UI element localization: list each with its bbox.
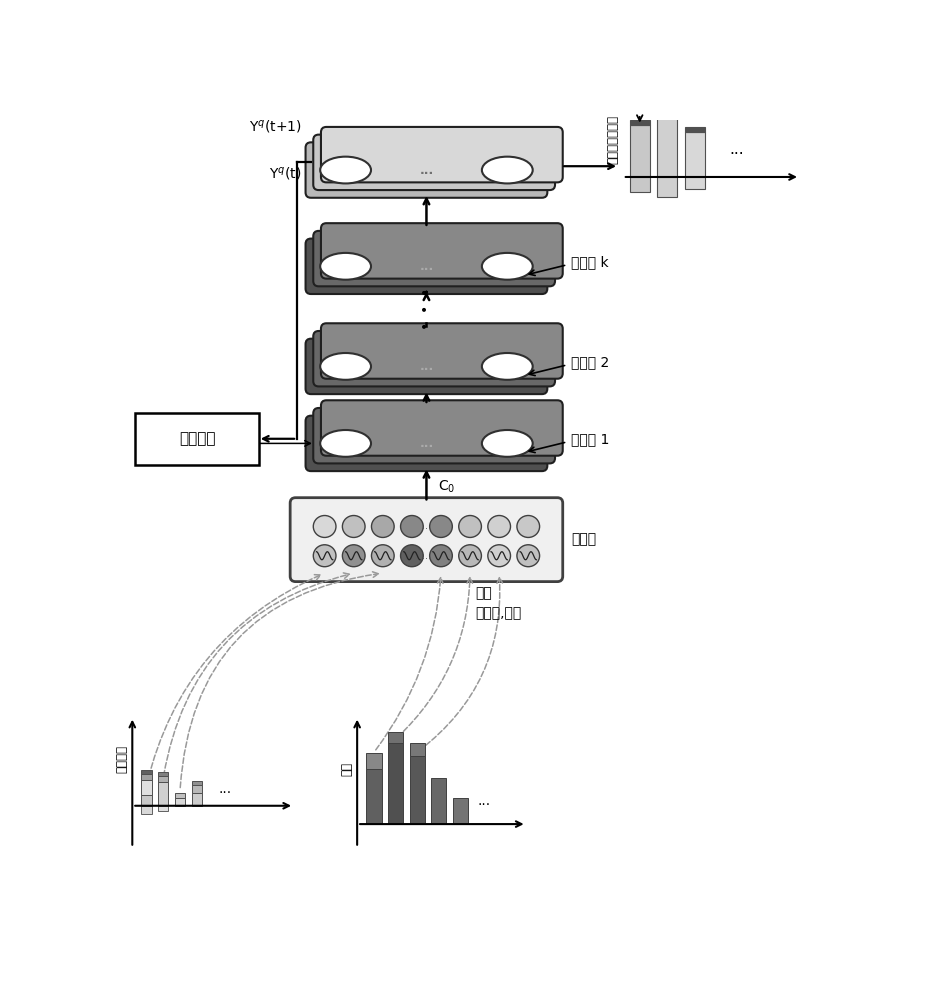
Ellipse shape bbox=[342, 545, 365, 567]
Bar bbox=[158, 772, 168, 776]
Text: •  •  •: • • • bbox=[419, 288, 433, 330]
Ellipse shape bbox=[482, 253, 532, 280]
FancyBboxPatch shape bbox=[320, 223, 562, 279]
Bar bbox=[141, 795, 151, 806]
Bar bbox=[629, 125, 649, 177]
Ellipse shape bbox=[458, 516, 481, 537]
Ellipse shape bbox=[482, 430, 532, 457]
Text: Y$^q$(t+1): Y$^q$(t+1) bbox=[249, 118, 302, 135]
Text: 隐藏层 k: 隐藏层 k bbox=[571, 255, 608, 269]
FancyBboxPatch shape bbox=[313, 231, 554, 286]
Bar bbox=[452, 798, 468, 824]
Bar bbox=[141, 774, 151, 780]
Bar bbox=[158, 776, 168, 782]
Bar bbox=[388, 743, 403, 824]
Bar bbox=[685, 132, 704, 177]
Ellipse shape bbox=[458, 545, 481, 567]
Text: 隐藏层 2: 隐藏层 2 bbox=[571, 356, 609, 370]
Text: 无功功率: 无功功率 bbox=[116, 745, 129, 773]
Ellipse shape bbox=[313, 545, 336, 567]
Bar bbox=[657, 111, 677, 116]
FancyBboxPatch shape bbox=[135, 413, 259, 465]
FancyBboxPatch shape bbox=[290, 498, 562, 582]
FancyBboxPatch shape bbox=[313, 408, 554, 463]
Text: 时间: 时间 bbox=[475, 586, 492, 600]
Text: 无功层敏感系数: 无功层敏感系数 bbox=[606, 115, 619, 164]
Text: C$_0$: C$_0$ bbox=[437, 479, 455, 495]
Bar bbox=[174, 798, 186, 806]
Text: 隐藏层 1: 隐藏层 1 bbox=[571, 433, 609, 447]
Text: ...: ... bbox=[728, 142, 743, 157]
Bar bbox=[685, 127, 704, 132]
Ellipse shape bbox=[487, 545, 510, 567]
Bar bbox=[629, 120, 649, 125]
Bar bbox=[366, 769, 381, 824]
Text: ...: ... bbox=[477, 794, 490, 808]
Bar bbox=[409, 756, 424, 824]
FancyBboxPatch shape bbox=[305, 239, 547, 294]
Bar bbox=[685, 177, 704, 189]
Ellipse shape bbox=[320, 430, 370, 457]
Bar bbox=[657, 116, 677, 177]
Text: 电压: 电压 bbox=[341, 762, 354, 776]
Text: Y$^q$(t): Y$^q$(t) bbox=[269, 165, 302, 182]
Bar bbox=[158, 806, 168, 811]
Bar bbox=[141, 770, 151, 774]
Ellipse shape bbox=[516, 545, 539, 567]
FancyBboxPatch shape bbox=[305, 339, 547, 394]
FancyBboxPatch shape bbox=[313, 135, 554, 190]
Text: 权重优化: 权重优化 bbox=[179, 431, 215, 446]
Ellipse shape bbox=[516, 516, 539, 537]
Text: ...: ... bbox=[421, 521, 431, 531]
Bar bbox=[629, 177, 649, 192]
Ellipse shape bbox=[371, 545, 393, 567]
Bar bbox=[141, 806, 151, 814]
Ellipse shape bbox=[429, 516, 452, 537]
FancyBboxPatch shape bbox=[320, 400, 562, 456]
FancyBboxPatch shape bbox=[305, 416, 547, 471]
Ellipse shape bbox=[342, 516, 365, 537]
Ellipse shape bbox=[320, 253, 370, 280]
Text: ...: ... bbox=[419, 437, 433, 450]
Ellipse shape bbox=[320, 157, 370, 183]
Bar bbox=[191, 785, 202, 793]
Text: ...: ... bbox=[419, 164, 433, 177]
Text: 输入层: 输入层 bbox=[571, 533, 596, 547]
Ellipse shape bbox=[320, 353, 370, 380]
Ellipse shape bbox=[487, 516, 510, 537]
Bar bbox=[366, 753, 381, 769]
FancyBboxPatch shape bbox=[305, 142, 547, 198]
Text: ...: ... bbox=[421, 551, 431, 561]
Ellipse shape bbox=[400, 545, 423, 567]
FancyBboxPatch shape bbox=[320, 323, 562, 379]
Text: ｛小时,天｝: ｛小时,天｝ bbox=[475, 606, 522, 620]
Bar bbox=[174, 793, 186, 798]
Bar bbox=[409, 743, 424, 756]
Text: ...: ... bbox=[419, 360, 433, 373]
Bar bbox=[388, 732, 403, 743]
FancyBboxPatch shape bbox=[313, 331, 554, 386]
Ellipse shape bbox=[313, 516, 336, 537]
Ellipse shape bbox=[400, 516, 423, 537]
Bar bbox=[431, 778, 446, 824]
Ellipse shape bbox=[482, 353, 532, 380]
Bar bbox=[191, 793, 202, 806]
FancyBboxPatch shape bbox=[320, 127, 562, 182]
Ellipse shape bbox=[371, 516, 393, 537]
Ellipse shape bbox=[429, 545, 452, 567]
Ellipse shape bbox=[482, 157, 532, 183]
Text: ...: ... bbox=[419, 260, 433, 273]
Bar bbox=[158, 782, 168, 806]
Bar bbox=[657, 177, 677, 197]
Text: ...: ... bbox=[218, 782, 231, 796]
Bar bbox=[141, 780, 151, 795]
Bar bbox=[191, 781, 202, 785]
